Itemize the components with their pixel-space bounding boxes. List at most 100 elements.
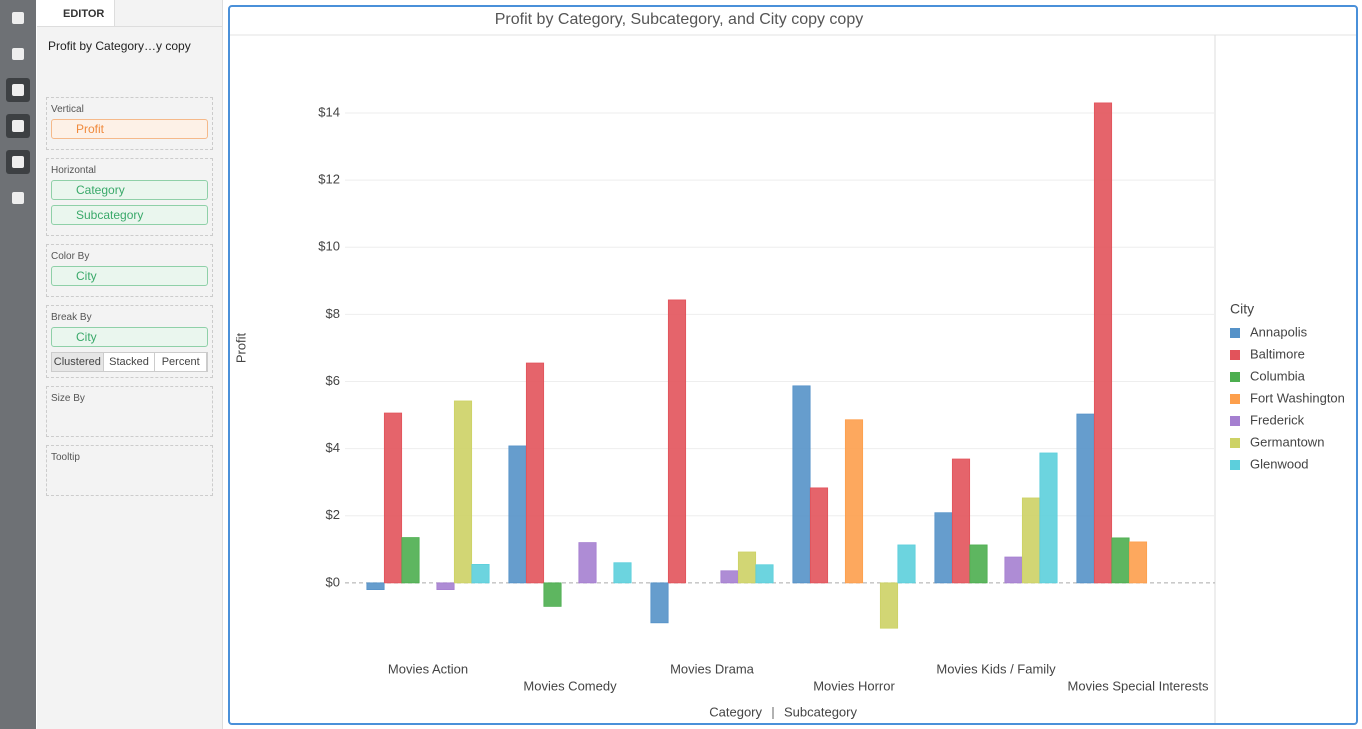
bar: [755, 564, 774, 584]
bar: [897, 544, 916, 584]
chart-frame: [228, 5, 1358, 725]
field-pill[interactable]: Category: [51, 180, 208, 200]
y-axis-label: Profit: [233, 332, 248, 363]
y-tick-label: $8: [326, 306, 340, 321]
shelf[interactable]: Tooltip: [46, 445, 213, 496]
bar: [792, 385, 811, 584]
legend-swatch: [1230, 460, 1240, 470]
legend-label: Fort Washington: [1250, 390, 1345, 405]
legend-swatch: [1230, 350, 1240, 360]
x-tick-label: Movies Horror: [813, 678, 895, 693]
field-pill[interactable]: Subcategory: [51, 205, 208, 225]
field-pill[interactable]: City: [51, 266, 208, 286]
bar: [1021, 497, 1041, 584]
bar: [525, 362, 545, 584]
x-axis-label: Subcategory: [784, 704, 857, 719]
nav-strip: [0, 0, 36, 729]
nav-icon[interactable]: [6, 6, 30, 30]
y-tick-label: $2: [326, 507, 340, 522]
nav-icon[interactable]: [6, 186, 30, 210]
legend-swatch: [1230, 394, 1240, 404]
bar: [578, 542, 597, 584]
bar: [650, 582, 669, 624]
x-tick-label: Movies Kids / Family: [936, 661, 1056, 676]
bar: [1111, 537, 1130, 584]
legend-swatch: [1230, 372, 1240, 382]
bar: [1093, 102, 1113, 584]
legend-label: Frederick: [1250, 412, 1305, 427]
bar: [1076, 413, 1095, 584]
legend-label: Baltimore: [1250, 346, 1305, 361]
x-tick-label: Movies Comedy: [523, 678, 617, 693]
shelf[interactable]: Size By: [46, 386, 213, 437]
y-tick-label: $14: [318, 104, 340, 119]
chart: Profit by Category, Subcategory, and Cit…: [228, 5, 1358, 725]
legend-swatch: [1230, 438, 1240, 448]
y-tick-label: $0: [326, 574, 340, 589]
bar: [383, 412, 403, 584]
x-axis-label: Category: [709, 704, 762, 719]
tabs: EDITOR: [37, 0, 222, 27]
mode-button[interactable]: Stacked: [103, 353, 156, 371]
shelf[interactable]: Vertical Profit: [46, 97, 213, 150]
field-pill[interactable]: Profit: [51, 119, 208, 139]
shelf-label: Vertical: [51, 104, 84, 115]
bar: [1039, 452, 1058, 584]
tab[interactable]: EDITOR: [37, 0, 116, 26]
field-pill[interactable]: City: [51, 327, 208, 347]
bar: [1004, 556, 1023, 584]
nav-icon[interactable]: [6, 42, 30, 66]
bar: [613, 562, 632, 584]
legend-label: Columbia: [1250, 368, 1306, 383]
mode-button[interactable]: Percent: [155, 353, 208, 371]
shelf[interactable]: Break By City Clustered Stacked Percent: [46, 305, 213, 378]
bar: [951, 458, 971, 584]
chart-title: Profit by Category, Subcategory, and Cit…: [495, 11, 863, 28]
shelf-label: Horizontal: [51, 165, 97, 176]
bar: [1128, 541, 1148, 584]
legend-swatch: [1230, 416, 1240, 426]
bar: [401, 537, 420, 584]
bar: [969, 544, 988, 584]
bar: [508, 445, 527, 584]
editor-panel: EDITOR Profit by Category…y copy Vertica…: [37, 0, 223, 729]
bar: [720, 570, 739, 584]
bar: [471, 564, 490, 584]
y-tick-label: $6: [326, 373, 340, 388]
bar: [934, 512, 953, 584]
bar: [737, 551, 757, 584]
x-tick-label: Movies Drama: [670, 661, 755, 676]
y-tick-label: $4: [326, 440, 340, 455]
shelf-label: Break By: [51, 312, 92, 323]
legend-title: City: [1230, 301, 1254, 317]
bar: [436, 582, 455, 590]
shelf-label: Tooltip: [51, 452, 80, 463]
legend-swatch: [1230, 328, 1240, 338]
sections: Vertical Profit Horizontal Category Subcateg…: [37, 97, 222, 496]
mode-button[interactable]: Clustered: [52, 353, 104, 371]
bar: [453, 400, 473, 584]
bar: [844, 419, 864, 584]
shelf-label: Size By: [51, 393, 85, 404]
legend-label: Germantown: [1250, 434, 1324, 449]
shelf[interactable]: Horizontal Category Subcategory: [46, 158, 213, 236]
x-tick-label: Movies Action: [388, 661, 468, 676]
legend-label: Glenwood: [1250, 456, 1309, 471]
y-tick-label: $10: [318, 239, 340, 254]
bar: [543, 582, 562, 607]
nav-icon[interactable]: [6, 78, 30, 102]
x-tick-label: Movies Special Interests: [1068, 678, 1209, 693]
break-modes: Clustered Stacked Percent: [51, 352, 208, 372]
bar: [667, 299, 687, 584]
bar: [879, 582, 899, 629]
shelf-label: Color By: [51, 251, 90, 262]
nav-icon[interactable]: [6, 150, 30, 174]
y-tick-label: $12: [318, 172, 340, 187]
legend-label: Annapolis: [1250, 324, 1308, 339]
chart-name[interactable]: Profit by Category…y copy: [48, 39, 191, 53]
shelf[interactable]: Color By City: [46, 244, 213, 297]
bar: [366, 582, 385, 590]
nav-icon[interactable]: [6, 114, 30, 138]
bar: [809, 487, 829, 584]
